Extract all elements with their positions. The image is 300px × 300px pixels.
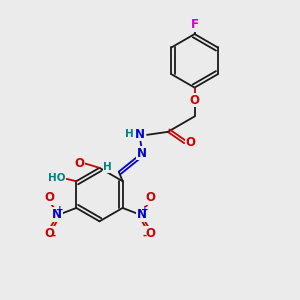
Text: N: N: [137, 208, 147, 221]
Text: -: -: [143, 231, 147, 241]
Text: HO: HO: [48, 172, 66, 183]
Text: O: O: [186, 136, 196, 149]
Text: O: O: [145, 227, 155, 240]
Text: O: O: [190, 94, 200, 106]
Text: F: F: [190, 18, 199, 31]
Text: N: N: [137, 147, 147, 160]
Text: H: H: [125, 129, 134, 139]
Text: -: -: [52, 231, 56, 241]
Text: O: O: [44, 227, 54, 240]
Text: H: H: [73, 158, 82, 168]
Text: +: +: [56, 205, 64, 214]
Text: N: N: [52, 208, 62, 221]
Text: O: O: [44, 191, 54, 204]
Text: N: N: [135, 128, 145, 141]
Text: O: O: [74, 157, 84, 170]
Text: +: +: [141, 205, 148, 214]
Text: H: H: [103, 162, 112, 172]
Text: O: O: [145, 191, 155, 204]
